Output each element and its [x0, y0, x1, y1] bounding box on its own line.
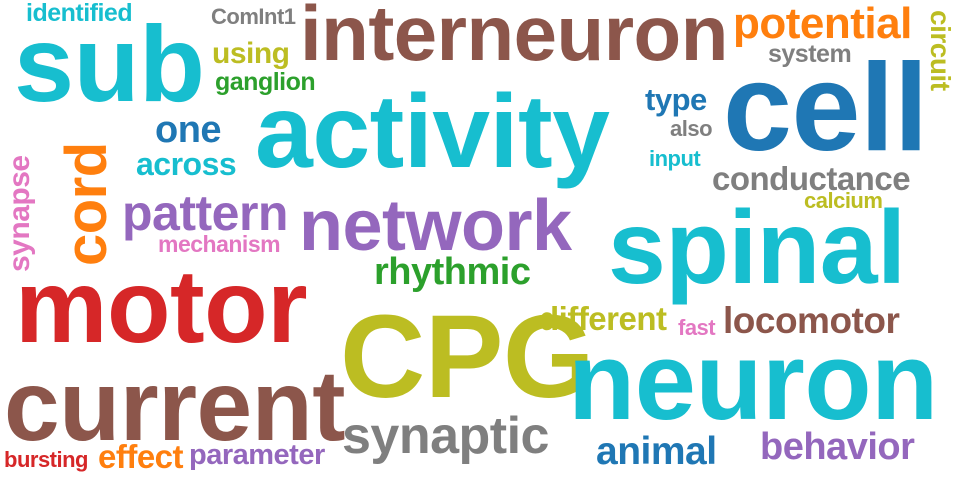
word-motor: motor [15, 249, 308, 365]
word-different: different [539, 300, 667, 337]
word-one: one [155, 109, 222, 151]
word-parameter: parameter [189, 439, 325, 471]
word-fast: fast [678, 315, 716, 340]
word-current: current [4, 350, 346, 462]
word-type: type [645, 82, 707, 117]
word-ganglion: ganglion [215, 68, 316, 96]
word-bursting: bursting [4, 447, 89, 472]
word-spinal: spinal [608, 190, 906, 306]
word-cpg: CPG [340, 291, 595, 423]
word-activity: activity [255, 74, 610, 190]
word-behavior: behavior [760, 426, 915, 468]
word-locomotor: locomotor [723, 300, 900, 341]
word-system: system [768, 40, 852, 68]
word-synapse: synapse [3, 155, 36, 272]
word-cord: cord [54, 142, 119, 266]
word-conductance: conductance [712, 160, 911, 197]
word-also: also [670, 116, 713, 141]
word-rhythmic: rhythmic [374, 251, 531, 293]
word-interneuron: interneuron [300, 0, 728, 77]
word-animal: animal [596, 430, 717, 473]
word-identified: identified [26, 0, 133, 27]
word-neuron: neuron [568, 320, 938, 443]
word-using: using [212, 37, 290, 70]
word-potential: potential [733, 0, 912, 48]
word-calcium: calcium [804, 188, 883, 213]
word-circuit: circuit [925, 10, 956, 91]
word-effect: effect [98, 438, 184, 475]
word-sub: sub [14, 3, 205, 124]
word-input: input [649, 146, 701, 171]
word-mechanism: mechanism [158, 231, 281, 257]
word-cell: cell [723, 39, 928, 177]
word-synaptic: synaptic [342, 407, 549, 465]
word-network: network [299, 186, 572, 266]
word-comint1: ComInt1 [211, 4, 296, 29]
word-pattern: pattern [122, 185, 288, 241]
word-across: across [136, 146, 237, 182]
